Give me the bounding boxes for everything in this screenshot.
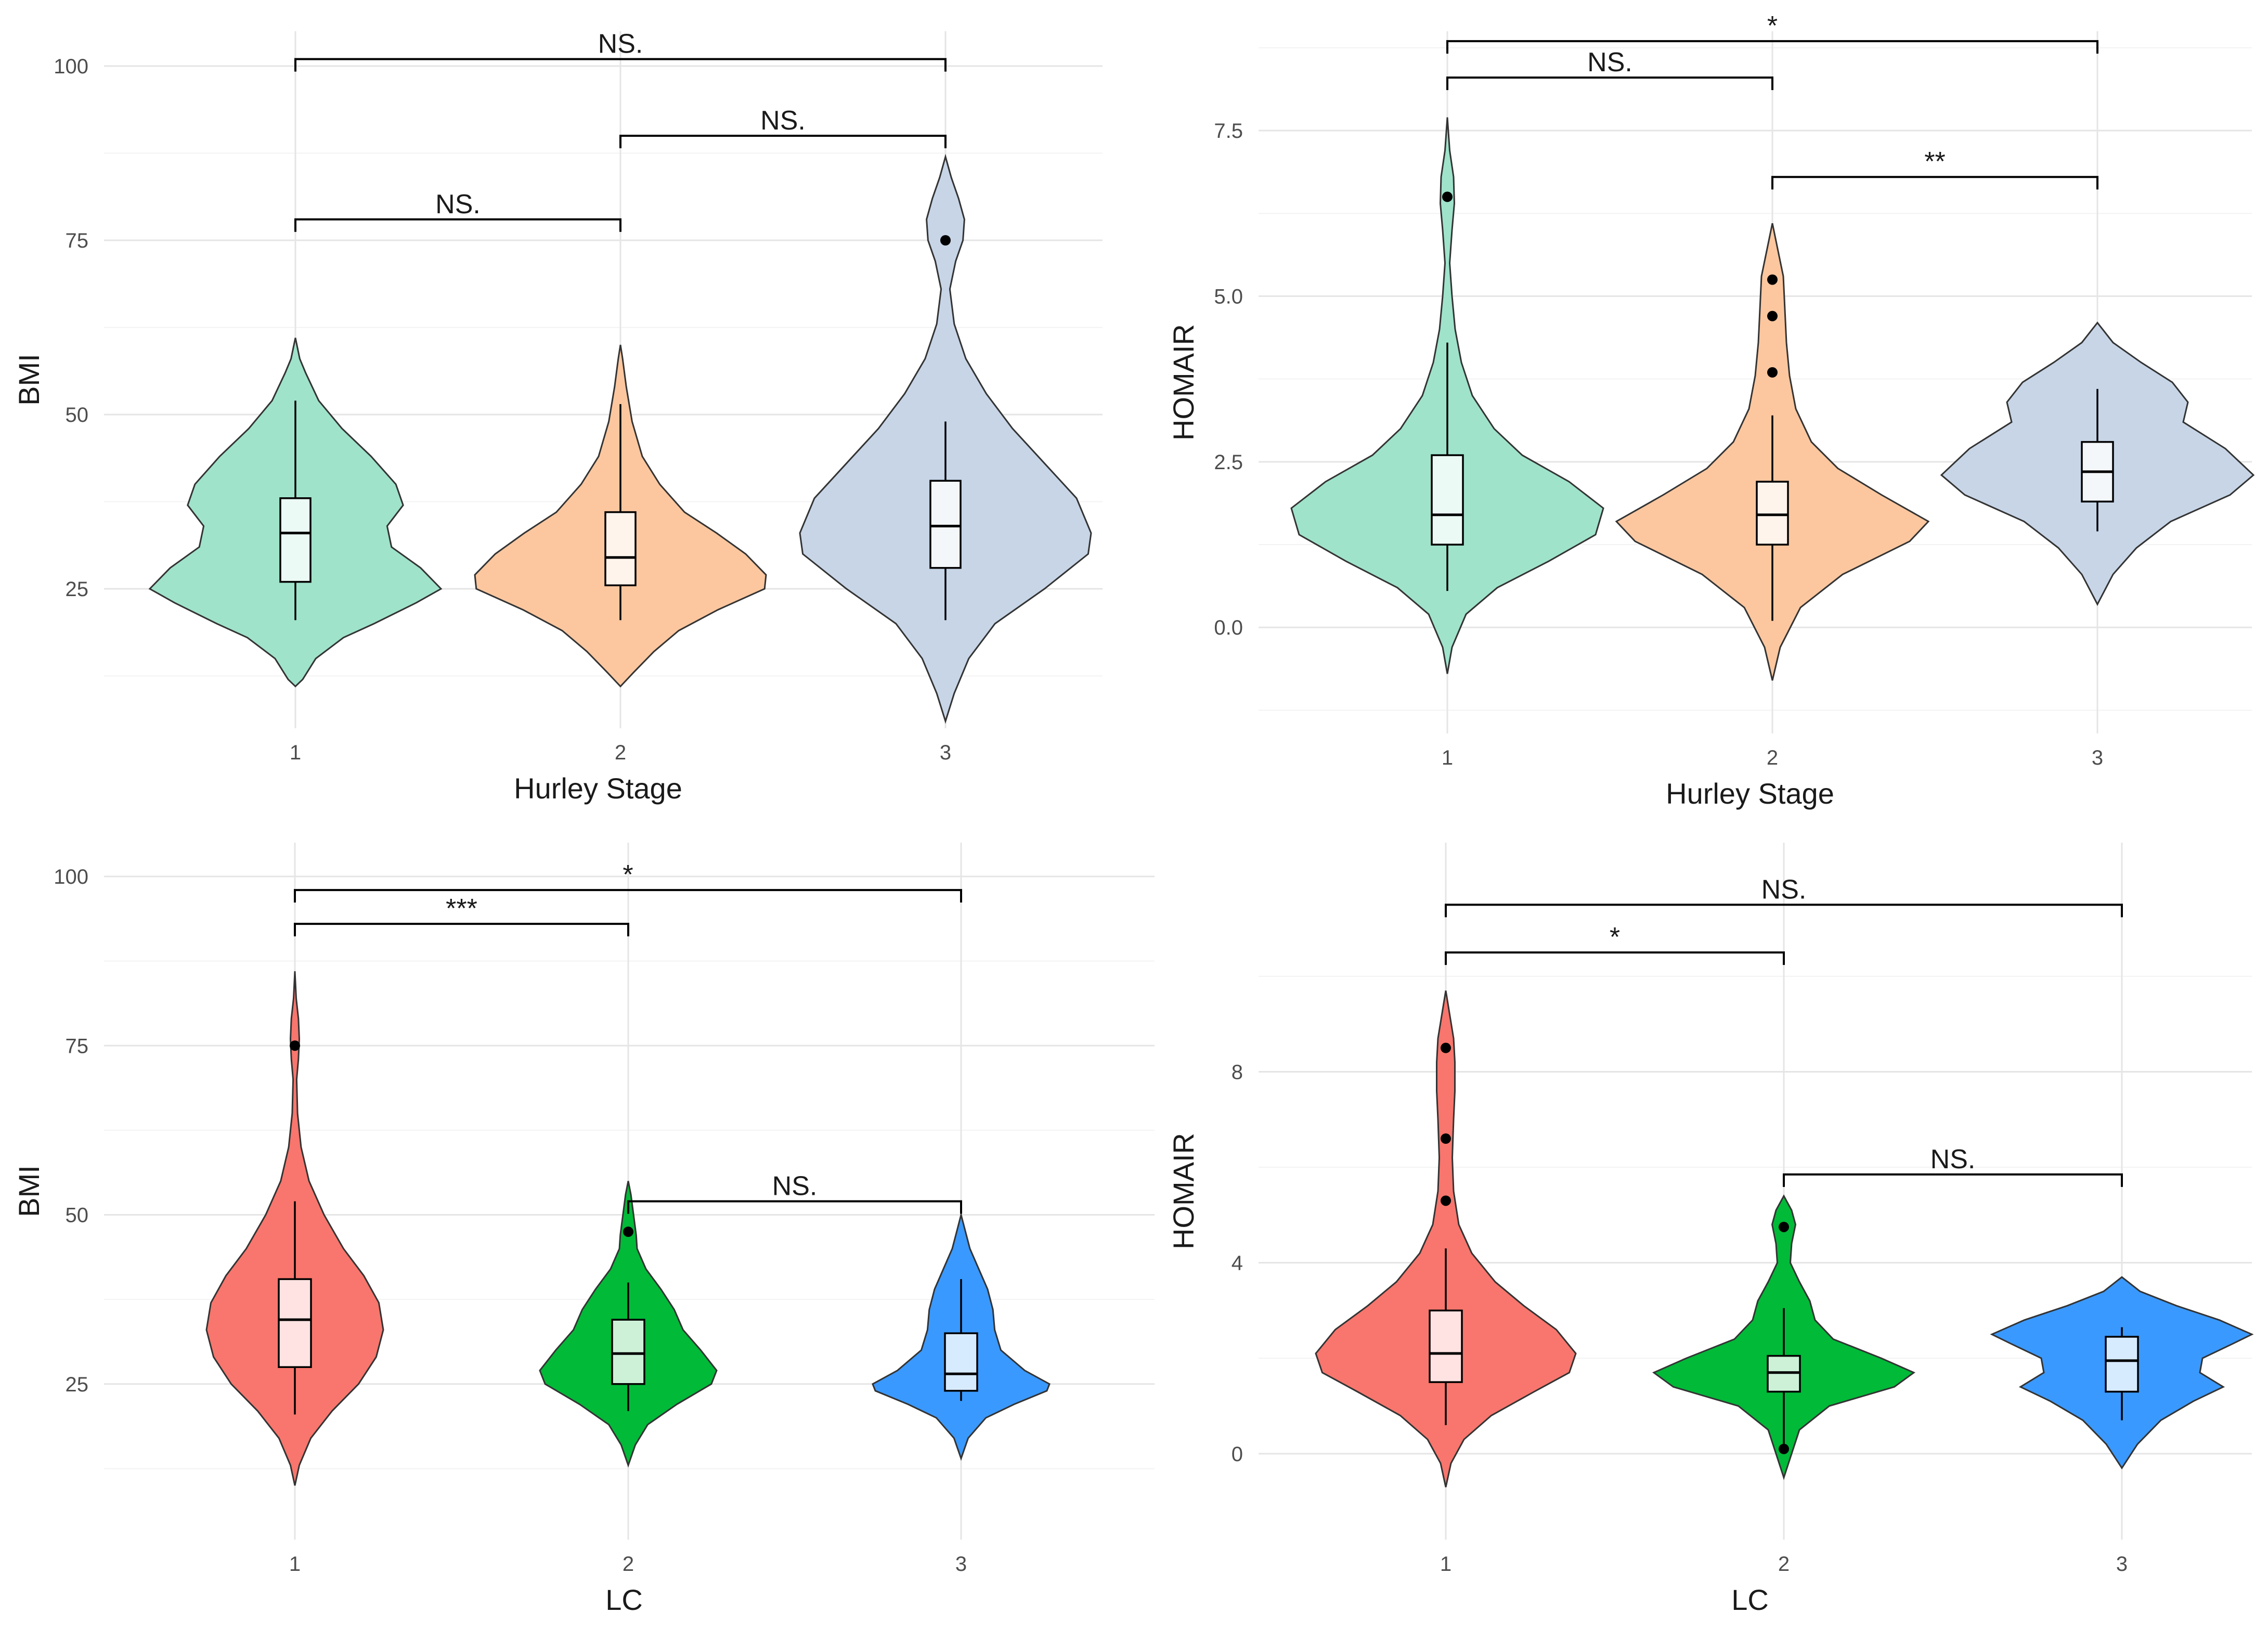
significance-label: *** [446, 894, 477, 924]
significance-bracket [294, 218, 621, 232]
y-tick-label: 25 [66, 578, 89, 601]
significance-label: * [1767, 11, 1778, 41]
significance-bracket [294, 923, 629, 937]
x-tick-label: 1 [1440, 1553, 1451, 1576]
y-axis-title: HOMAIR [1167, 1133, 1200, 1249]
y-tick-label: 100 [54, 55, 88, 78]
y-tick-label: 5.0 [1214, 285, 1243, 308]
significance-label: * [623, 860, 633, 890]
outlier-point [1779, 1221, 1789, 1232]
outlier-point [290, 1040, 300, 1051]
outlier-point [1767, 367, 1778, 378]
y-tick-label: 8 [1232, 1061, 1243, 1084]
y-tick-label: 50 [66, 404, 89, 427]
box-group-1 [279, 497, 312, 583]
x-tick-label: 2 [615, 741, 626, 764]
y-tick-label: 75 [66, 229, 89, 252]
x-tick-label: 3 [940, 741, 951, 764]
box-group-3 [944, 1332, 978, 1392]
panel-top-left: 25 50 75 100 1 2 3 NS. NS. NS. Hurley Stage BMI [12, 29, 1103, 805]
outlier-point [1441, 1133, 1451, 1144]
significance-bracket [1783, 1173, 2123, 1187]
y-tick-label: 0.0 [1214, 616, 1243, 639]
significance-bracket [619, 135, 947, 148]
y-tick-label: 50 [66, 1204, 89, 1227]
y-axis-title: HOMAIR [1167, 324, 1200, 441]
y-axis-title: BMI [12, 354, 45, 406]
box-group-3 [929, 480, 962, 569]
x-tick-label: 1 [1442, 746, 1453, 769]
significance-bracket [1446, 40, 2098, 54]
x-tick-label: 1 [290, 741, 301, 764]
x-tick-label: 3 [955, 1553, 967, 1576]
significance-label: NS. [1761, 874, 1807, 905]
x-axis-title: LC [605, 1583, 643, 1616]
significance-bracket [1771, 176, 2098, 190]
y-tick-label: 0 [1232, 1443, 1243, 1466]
y-tick-label: 2.5 [1214, 451, 1243, 474]
outlier-point [1441, 1195, 1451, 1206]
box-group-1 [278, 1278, 312, 1369]
significance-bracket [627, 1200, 962, 1214]
significance-bracket [1445, 904, 2123, 918]
significance-bracket [1445, 951, 1785, 965]
significance-bracket [294, 889, 962, 903]
significance-label: NS. [760, 106, 806, 136]
y-tick-label: 25 [66, 1373, 89, 1396]
box-group-3 [2105, 1336, 2139, 1393]
significance-label: NS. [435, 189, 481, 220]
y-tick-label: 75 [66, 1035, 89, 1057]
significance-bracket [294, 58, 947, 72]
y-tick-label: 100 [54, 866, 88, 888]
significance-label: * [1610, 922, 1620, 952]
x-tick-label: 2 [1778, 1553, 1790, 1576]
outlier-point [623, 1227, 633, 1237]
significance-label: NS. [1930, 1144, 1976, 1175]
x-tick-label: 3 [2116, 1553, 2128, 1576]
x-axis-title: Hurley Stage [514, 772, 682, 805]
outlier-point [940, 235, 951, 246]
y-tick-label: 4 [1232, 1252, 1243, 1275]
outlier-point [1767, 311, 1778, 321]
significance-bracket [1446, 76, 1773, 91]
outlier-point [1441, 1042, 1451, 1053]
panel-top-right: 0.0 2.5 5.0 7.5 1 2 3 ** NS. * Hurley Stage HOMAIR [1167, 11, 2255, 810]
x-tick-label: 2 [623, 1553, 634, 1576]
outlier-point [1442, 191, 1453, 202]
box-group-1 [1431, 454, 1464, 546]
y-tick-label: 7.5 [1214, 120, 1243, 143]
box-group-1 [1429, 1309, 1463, 1383]
x-tick-label: 2 [1767, 746, 1778, 769]
y-axis-title: BMI [12, 1165, 45, 1217]
significance-label: NS. [1587, 47, 1632, 78]
box-group-2 [1756, 481, 1789, 546]
x-tick-label: 3 [2092, 746, 2103, 769]
x-axis-title: Hurley Stage [1666, 777, 1834, 810]
box-group-2 [611, 1319, 645, 1385]
outlier-point [1779, 1443, 1789, 1454]
box-group-2 [604, 511, 637, 587]
significance-label: ** [1924, 147, 1945, 177]
x-tick-label: 1 [289, 1553, 301, 1576]
significance-label: NS. [598, 29, 643, 59]
x-axis-title: LC [1731, 1583, 1769, 1616]
violin-group-1 [1315, 990, 1577, 1488]
outlier-point [1767, 274, 1778, 285]
significance-label: NS. [772, 1171, 818, 1202]
